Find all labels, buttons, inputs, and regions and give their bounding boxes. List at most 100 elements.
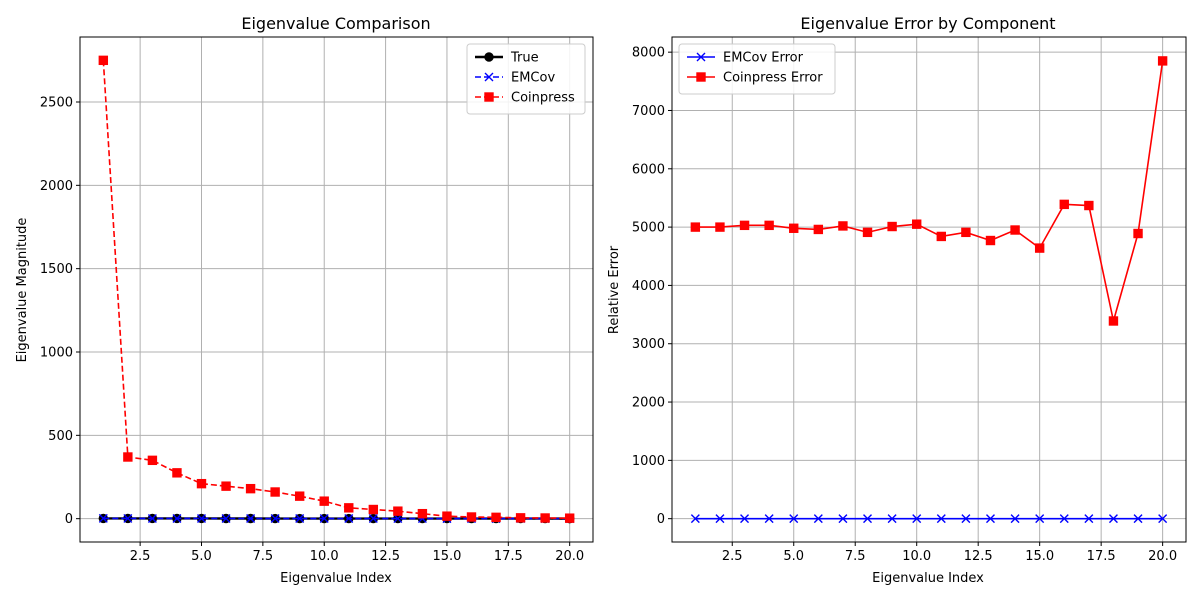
- x-tick-label: 20.0: [1148, 549, 1177, 564]
- data-point-emcov: [98, 513, 108, 523]
- series-emcov-error: [690, 514, 1168, 524]
- legend-marker: [484, 92, 494, 102]
- data-point-emcov-error: [1133, 514, 1143, 524]
- legend-label: Coinpress: [511, 91, 575, 106]
- data-point-emcov-error: [887, 514, 897, 524]
- y-tick-label: 2000: [632, 396, 665, 411]
- data-point-coinpress-error: [985, 235, 996, 246]
- y-tick-label: 8000: [632, 46, 665, 61]
- x-tick-label: 17.5: [1087, 549, 1116, 564]
- data-point-coinpress-error: [690, 222, 701, 232]
- data-point-coinpress-error: [1059, 199, 1069, 210]
- data-point-emcov-error: [1059, 514, 1069, 524]
- data-point-emcov-error: [838, 514, 848, 524]
- plot-area-frame: [79, 36, 594, 543]
- data-point-coinpress-error: [1034, 243, 1045, 253]
- x-tick-label: 5.0: [783, 549, 804, 564]
- data-point-coinpress-error: [862, 227, 873, 238]
- data-point-emcov: [123, 513, 133, 523]
- data-point-coinpress: [172, 468, 182, 478]
- data-point-coinpress-error: [1084, 200, 1094, 211]
- data-point-coinpress-error: [961, 227, 971, 238]
- data-point-emcov: [172, 513, 182, 523]
- data-point-coinpress-error: [764, 220, 774, 231]
- data-point-coinpress-error: [1133, 228, 1143, 239]
- data-point-emcov: [295, 514, 305, 524]
- data-point-coinpress: [294, 491, 305, 501]
- x-tick-label: 2.5: [130, 549, 151, 564]
- y-tick-label: 7000: [632, 104, 665, 119]
- data-point-coinpress-error: [789, 223, 799, 233]
- x-tick-label: 7.5: [253, 549, 274, 564]
- data-point-emcov-error: [740, 514, 750, 524]
- y-tick-label: 2500: [40, 96, 73, 111]
- data-point-emcov-error: [1084, 514, 1094, 524]
- x-tick-label: 12.5: [371, 549, 400, 564]
- data-point-coinpress-error: [936, 231, 946, 242]
- series-line-coinpress: [102, 60, 570, 519]
- y-tick-label: 6000: [632, 162, 665, 177]
- data-point-coinpress: [442, 511, 452, 521]
- axis-ticks: 2.5 5.0 7.5 10.0 12.5 15.0 17.5 20.0 0 1000 2000 30…: [632, 46, 1177, 564]
- plot-area-frame: [671, 36, 1187, 543]
- series-coinpress-error: [690, 56, 1168, 326]
- data-point-emcov: [319, 514, 329, 524]
- eigenvalue-error-plot: Eigenvalue Error by Component Eigenvalue…: [607, 14, 1187, 586]
- chart-title: Eigenvalue Error by Component: [800, 14, 1055, 33]
- data-point-emcov-error: [1108, 514, 1118, 524]
- data-point-coinpress: [270, 487, 280, 497]
- legend-marker: [484, 72, 494, 82]
- legend-marker: [484, 52, 494, 62]
- data-point-emcov-error: [813, 514, 823, 524]
- data-point-emcov-error: [1158, 514, 1168, 524]
- grid: [672, 37, 1186, 542]
- chart-title: Eigenvalue Comparison: [241, 14, 430, 33]
- x-tick-label: 17.5: [494, 549, 523, 564]
- series-coinpress: [98, 55, 575, 523]
- legend-label: EMCov: [511, 71, 555, 86]
- data-point-emcov-error: [912, 514, 922, 524]
- data-point-coinpress: [98, 55, 109, 66]
- y-tick-label: 5000: [632, 221, 665, 236]
- legend-marker: [696, 52, 706, 62]
- x-tick-label: 2.5: [722, 549, 743, 564]
- x-tick-label: 5.0: [191, 549, 212, 564]
- data-point-emcov-error: [936, 514, 946, 524]
- data-point-coinpress-error: [715, 222, 725, 232]
- legend-entry-emcov: EMCov: [475, 71, 555, 86]
- data-point-emcov: [344, 514, 354, 524]
- data-point-coinpress-error: [838, 221, 848, 231]
- data-point-coinpress: [344, 503, 354, 513]
- data-point-coinpress: [319, 496, 329, 506]
- x-tick-label: 15.0: [1025, 549, 1054, 564]
- y-tick-label: 2000: [40, 179, 73, 194]
- eigenvalue-comparison-plot: Eigenvalue Comparison Eigenvalue Index E…: [15, 14, 594, 586]
- data-point-coinpress: [245, 483, 256, 494]
- data-point-coinpress: [491, 512, 501, 523]
- data-point-emcov: [393, 514, 403, 524]
- data-point-emcov: [221, 514, 231, 523]
- y-tick-label: 1500: [40, 262, 73, 277]
- legend-label: EMCov Error: [723, 51, 804, 66]
- legend-box: [678, 43, 836, 95]
- data-point-coinpress: [564, 513, 575, 523]
- data-point-emcov: [270, 514, 280, 524]
- x-tick-label: 15.0: [432, 549, 461, 564]
- y-tick-label: 0: [657, 512, 665, 527]
- y-axis-label: Eigenvalue Magnitude: [15, 218, 30, 363]
- legend-entry-true: True: [475, 51, 539, 66]
- y-tick-label: 3000: [632, 337, 665, 352]
- legend-label: True: [510, 51, 539, 66]
- data-point-coinpress: [466, 512, 477, 522]
- data-point-emcov-error: [690, 514, 700, 524]
- data-point-coinpress-error: [1108, 316, 1119, 326]
- legend: EMCov Error Coinpress Error: [678, 43, 836, 95]
- x-axis-label: Eigenvalue Index: [872, 571, 984, 586]
- data-point-coinpress: [368, 504, 379, 515]
- data-point-coinpress: [515, 513, 526, 523]
- data-point-emcov-error: [961, 514, 971, 524]
- axis-ticks: 2.5 5.0 7.5 10.0 12.5 15.0 17.5 20.0 0 500 1000 150…: [40, 96, 584, 565]
- x-tick-label: 20.0: [555, 549, 584, 564]
- legend-marker: [696, 72, 706, 82]
